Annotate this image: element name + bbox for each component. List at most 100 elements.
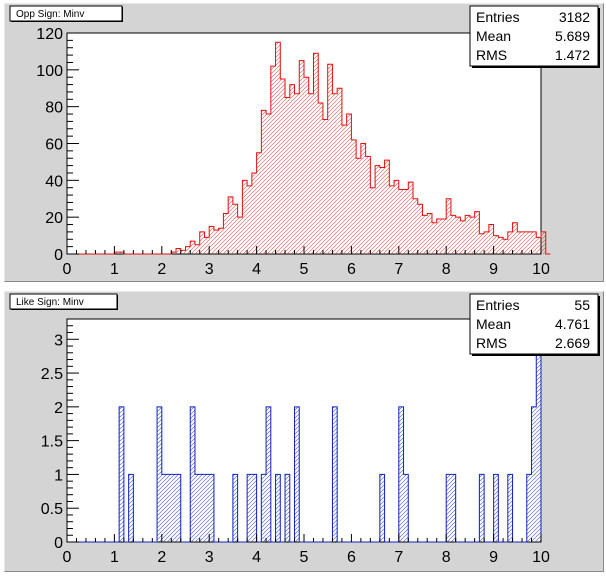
histogram-bin	[171, 252, 177, 254]
histogram-bars	[119, 339, 541, 542]
y-tick-label: 3	[54, 332, 63, 349]
histogram-bin	[308, 93, 314, 255]
histogram-bin	[503, 239, 508, 254]
histogram-bin	[204, 474, 210, 542]
x-tick-label: 5	[300, 549, 309, 566]
histogram-bin	[266, 114, 271, 255]
title-box	[9, 5, 123, 22]
histogram-bin	[541, 231, 546, 254]
histogram-bin	[427, 213, 432, 254]
histogram-bin	[365, 156, 371, 254]
stats-box	[469, 5, 599, 67]
histogram-bin	[526, 231, 532, 254]
histogram-bin	[422, 215, 428, 254]
histogram-bin	[450, 474, 456, 542]
histogram-bin	[228, 196, 233, 254]
stats-value: 2.669	[555, 335, 590, 351]
histogram-bin	[294, 93, 300, 255]
histogram-bin	[389, 185, 395, 254]
x-tick-label: 3	[205, 549, 214, 566]
x-tick-label: 8	[442, 549, 451, 566]
histogram-bin	[450, 215, 456, 254]
histogram-bin	[498, 237, 504, 254]
x-tick-label: 1	[110, 261, 119, 278]
stats-value: 3182	[559, 9, 590, 25]
histogram-bin	[285, 97, 290, 254]
stats-value: 55	[574, 297, 590, 313]
histogram-bin	[242, 180, 248, 254]
histogram-bin	[204, 237, 210, 254]
x-tick-label: 2	[157, 549, 166, 566]
histogram-bin	[379, 474, 385, 542]
histogram-bin	[441, 219, 447, 254]
histogram-bin	[346, 114, 352, 255]
x-tick-label: 9	[489, 549, 498, 566]
y-tick-label: 1	[54, 467, 63, 484]
histogram-bin	[356, 158, 361, 254]
histogram-bin	[327, 64, 333, 254]
histogram-bin	[247, 185, 252, 254]
stats-value: 1.472	[555, 47, 590, 63]
histogram-bin	[384, 160, 390, 254]
histogram-bin	[446, 198, 451, 254]
histogram-bin	[398, 406, 404, 542]
histogram-bin	[398, 189, 404, 254]
histogram-bin	[213, 230, 219, 254]
stats-label: RMS	[476, 335, 507, 351]
x-tick-label: 6	[347, 549, 356, 566]
x-tick-label: 6	[347, 261, 356, 278]
histogram-bin	[232, 204, 238, 254]
histogram-bin	[507, 231, 513, 254]
histogram-bin	[299, 60, 304, 254]
histogram-bin	[403, 474, 409, 542]
histogram-bin	[413, 198, 418, 254]
histogram-bin	[337, 88, 342, 254]
histogram-bin	[209, 226, 214, 254]
x-tick-label: 7	[394, 261, 403, 278]
histogram-bin	[507, 474, 513, 542]
histogram-bin	[517, 231, 523, 254]
histogram-bin	[469, 217, 475, 254]
plot-frame	[66, 318, 542, 543]
histogram-bin	[256, 152, 262, 254]
x-tick-label: 0	[63, 261, 72, 278]
y-tick-label: 0.5	[41, 501, 63, 518]
histogram-bin	[199, 474, 205, 542]
histogram-bin	[275, 474, 281, 542]
x-tick-label: 0	[63, 549, 72, 566]
histogram-bin	[408, 182, 414, 254]
histogram-outline	[67, 338, 542, 543]
histogram-bin	[275, 42, 281, 255]
histogram-bin	[119, 406, 124, 542]
histogram-bin	[522, 231, 527, 254]
histogram-bin	[114, 252, 120, 254]
histogram-bin	[417, 204, 423, 254]
y-tick-label: 80	[45, 100, 63, 117]
histogram-bin	[171, 474, 177, 542]
y-tick-label: 2	[54, 400, 63, 417]
histogram-bin	[223, 213, 229, 254]
y-tick-label: 2.5	[41, 366, 63, 383]
histogram-bin	[322, 119, 328, 254]
histogram-bin	[512, 222, 518, 254]
histogram-bin	[493, 474, 499, 542]
histogram-bin	[455, 217, 461, 254]
stats-box	[469, 293, 599, 355]
histogram-bin	[199, 231, 205, 254]
y-tick-label: 100	[36, 63, 63, 80]
histogram-bin	[446, 474, 451, 542]
like-sign-pad: 0 1 2 3 4 5 6 7 8 9 10 0 0.5 1 1.5 2 2.5 3 Like Sign: Minv…	[4, 291, 604, 572]
stats-value: 4.761	[555, 316, 590, 332]
histogram-bin	[318, 102, 323, 254]
histogram-bin	[536, 237, 541, 254]
histogram-bin	[190, 241, 195, 254]
x-tick-label: 7	[394, 549, 403, 566]
histogram-bin	[157, 406, 162, 542]
histogram-bin	[465, 215, 470, 254]
histogram-outline	[67, 41, 551, 255]
x-tick-label: 9	[489, 261, 498, 278]
chart-title: Like Sign: Minv	[16, 297, 84, 308]
histogram-bin	[351, 139, 357, 254]
histogram-bin	[403, 189, 409, 254]
